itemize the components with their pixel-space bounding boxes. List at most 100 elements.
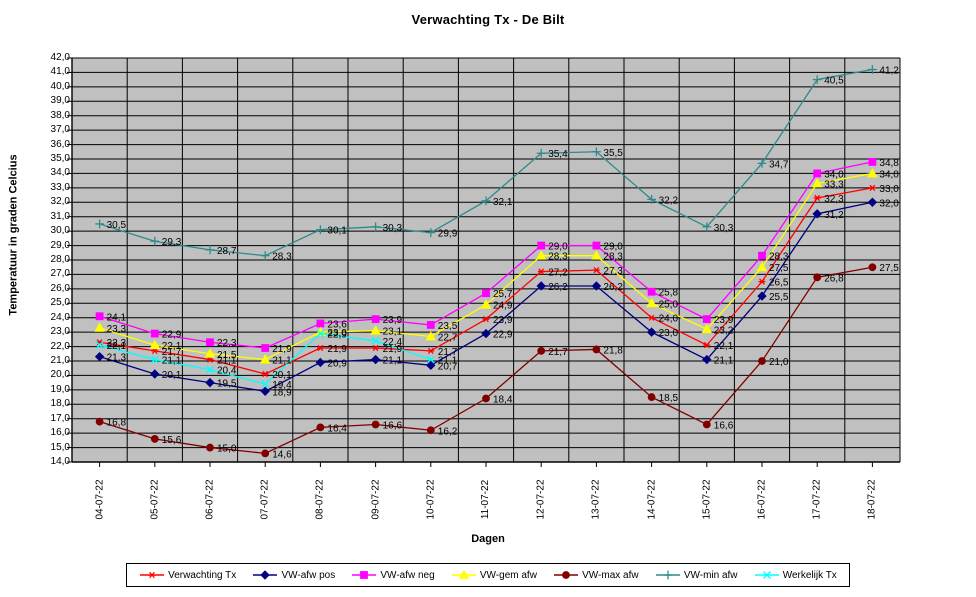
data-point-marker: [204, 348, 216, 358]
data-point-marker: [261, 380, 270, 388]
legend-label: VW-afw pos: [281, 569, 336, 581]
data-point-marker: [482, 289, 490, 298]
data-point-marker: [646, 297, 657, 308]
data-label: 23,0: [659, 328, 679, 339]
legend-item[interactable]: VW-max afw: [553, 569, 639, 581]
data-point-marker: [702, 420, 711, 429]
data-label: 22,1: [107, 341, 127, 352]
y-tick-label: 19,0: [50, 383, 70, 395]
data-label: 20,1: [272, 370, 292, 381]
data-point-marker: [535, 250, 547, 260]
data-label: 15,6: [162, 435, 182, 446]
data-point-marker: [458, 569, 470, 579]
data-point-marker: [868, 65, 877, 74]
data-label: 34,0: [879, 169, 899, 180]
data-label: 30,1: [327, 226, 347, 237]
data-point-marker: [316, 319, 325, 328]
data-point-marker: [536, 148, 546, 158]
x-tick-label: 09-07-22: [370, 479, 382, 520]
series-labels: 30,5 29,3 28,7 28,3 30,1 30,3 29,9 32,1 35,4 35,5…: [107, 66, 900, 263]
data-label: 21,7: [438, 347, 458, 358]
x-tick-label: 08-07-22: [314, 479, 326, 520]
data-label: 35,5: [603, 148, 623, 159]
legend-item[interactable]: VW-afw pos: [252, 569, 335, 581]
y-tick-label: 23,0: [50, 326, 70, 338]
data-label: 19,4: [272, 380, 292, 391]
data-point-marker: [592, 147, 601, 157]
data-label: 18,4: [493, 395, 513, 406]
y-tick-label: 25,0: [50, 297, 70, 309]
data-label: 28,3: [603, 252, 623, 263]
series-labels: 23,322,121,521,123,0 23,122,724,928,3 28,3…: [107, 169, 900, 366]
data-point-marker: [317, 344, 324, 352]
data-point-marker: [592, 345, 601, 354]
data-point-marker: [149, 339, 161, 350]
legend-swatch-icon: [655, 570, 680, 580]
data-point-marker: [370, 354, 381, 365]
data-label: 32,3: [824, 194, 844, 205]
y-tick-label: 20,0: [50, 369, 70, 381]
data-point-marker: [813, 169, 822, 178]
data-point-marker: [427, 347, 435, 355]
data-point-marker: [647, 287, 656, 296]
data-point-marker: [371, 222, 380, 232]
legend-item[interactable]: VW-gem afw: [451, 569, 537, 581]
data-label: 21,5: [217, 350, 237, 361]
chart-title: Verwachting Tx - De Bilt: [411, 12, 565, 27]
data-point-marker: [370, 325, 381, 335]
data-label: 40,5: [824, 76, 844, 87]
data-point-marker: [867, 197, 878, 207]
data-point-marker: [701, 323, 713, 334]
data-label: 30,3: [714, 223, 734, 234]
data-label: 32,0: [879, 198, 899, 209]
data-label: 34,0: [824, 169, 844, 180]
data-label: 21,1: [162, 356, 182, 367]
data-point-marker: [94, 351, 105, 362]
data-label: 22,1: [714, 341, 734, 352]
y-tick-label: 31,0: [50, 210, 70, 222]
y-tick-label: 26,0: [50, 282, 70, 294]
series-labels: 22,321,721,120,121,9 21,9 21,723,927,2 27,3…: [107, 184, 900, 381]
data-point-marker: [316, 423, 325, 432]
data-label: 21,9: [383, 344, 403, 355]
data-point-marker: [150, 369, 160, 379]
legend-label: VW-max afw: [582, 569, 639, 581]
y-tick-label: 17,0: [50, 412, 70, 424]
legend-item[interactable]: Verwachting Tx: [139, 569, 236, 581]
legend-label: VW-gem afw: [479, 569, 537, 581]
data-label: 21,7: [162, 347, 182, 358]
data-label: 41,2: [879, 66, 899, 77]
data-point-marker: [811, 178, 823, 188]
data-point-marker: [482, 394, 490, 403]
legend-item[interactable]: VW-min afw: [655, 569, 738, 581]
data-point-marker: [758, 357, 766, 365]
data-point-marker: [537, 268, 545, 275]
x-tick-label: 17-07-22: [811, 479, 823, 520]
legend-item[interactable]: Werkelijk Tx: [754, 569, 837, 581]
y-tick-label: 14,0: [50, 456, 70, 467]
x-tick-label: 12-07-22: [535, 479, 547, 520]
data-label: 18,9: [272, 387, 292, 398]
data-label: 33,3: [824, 180, 844, 191]
legend-swatch-icon: [253, 570, 278, 580]
data-point-marker: [482, 316, 490, 323]
series-werkelijk-tx: [95, 329, 435, 388]
data-point-marker: [426, 228, 436, 237]
data-label: 26,2: [548, 282, 568, 293]
data-label: 28,3: [769, 252, 789, 263]
legend-item[interactable]: VW-afw neg: [351, 569, 435, 581]
data-label: 27,2: [548, 268, 568, 279]
data-label: 24,9: [493, 301, 513, 312]
data-label: 21,0: [769, 357, 789, 368]
data-label: 22,9: [327, 330, 347, 341]
data-point-marker: [702, 222, 712, 232]
data-point-marker: [756, 261, 768, 272]
y-tick-label: 16,0: [50, 427, 70, 439]
data-label: 21,1: [383, 356, 403, 367]
data-point-marker: [426, 321, 435, 329]
data-point-marker: [592, 241, 601, 250]
y-tick-label: 24,0: [50, 311, 70, 323]
data-label: 28,3: [548, 252, 568, 263]
data-point-marker: [867, 168, 878, 178]
data-label: 18,5: [659, 393, 679, 404]
